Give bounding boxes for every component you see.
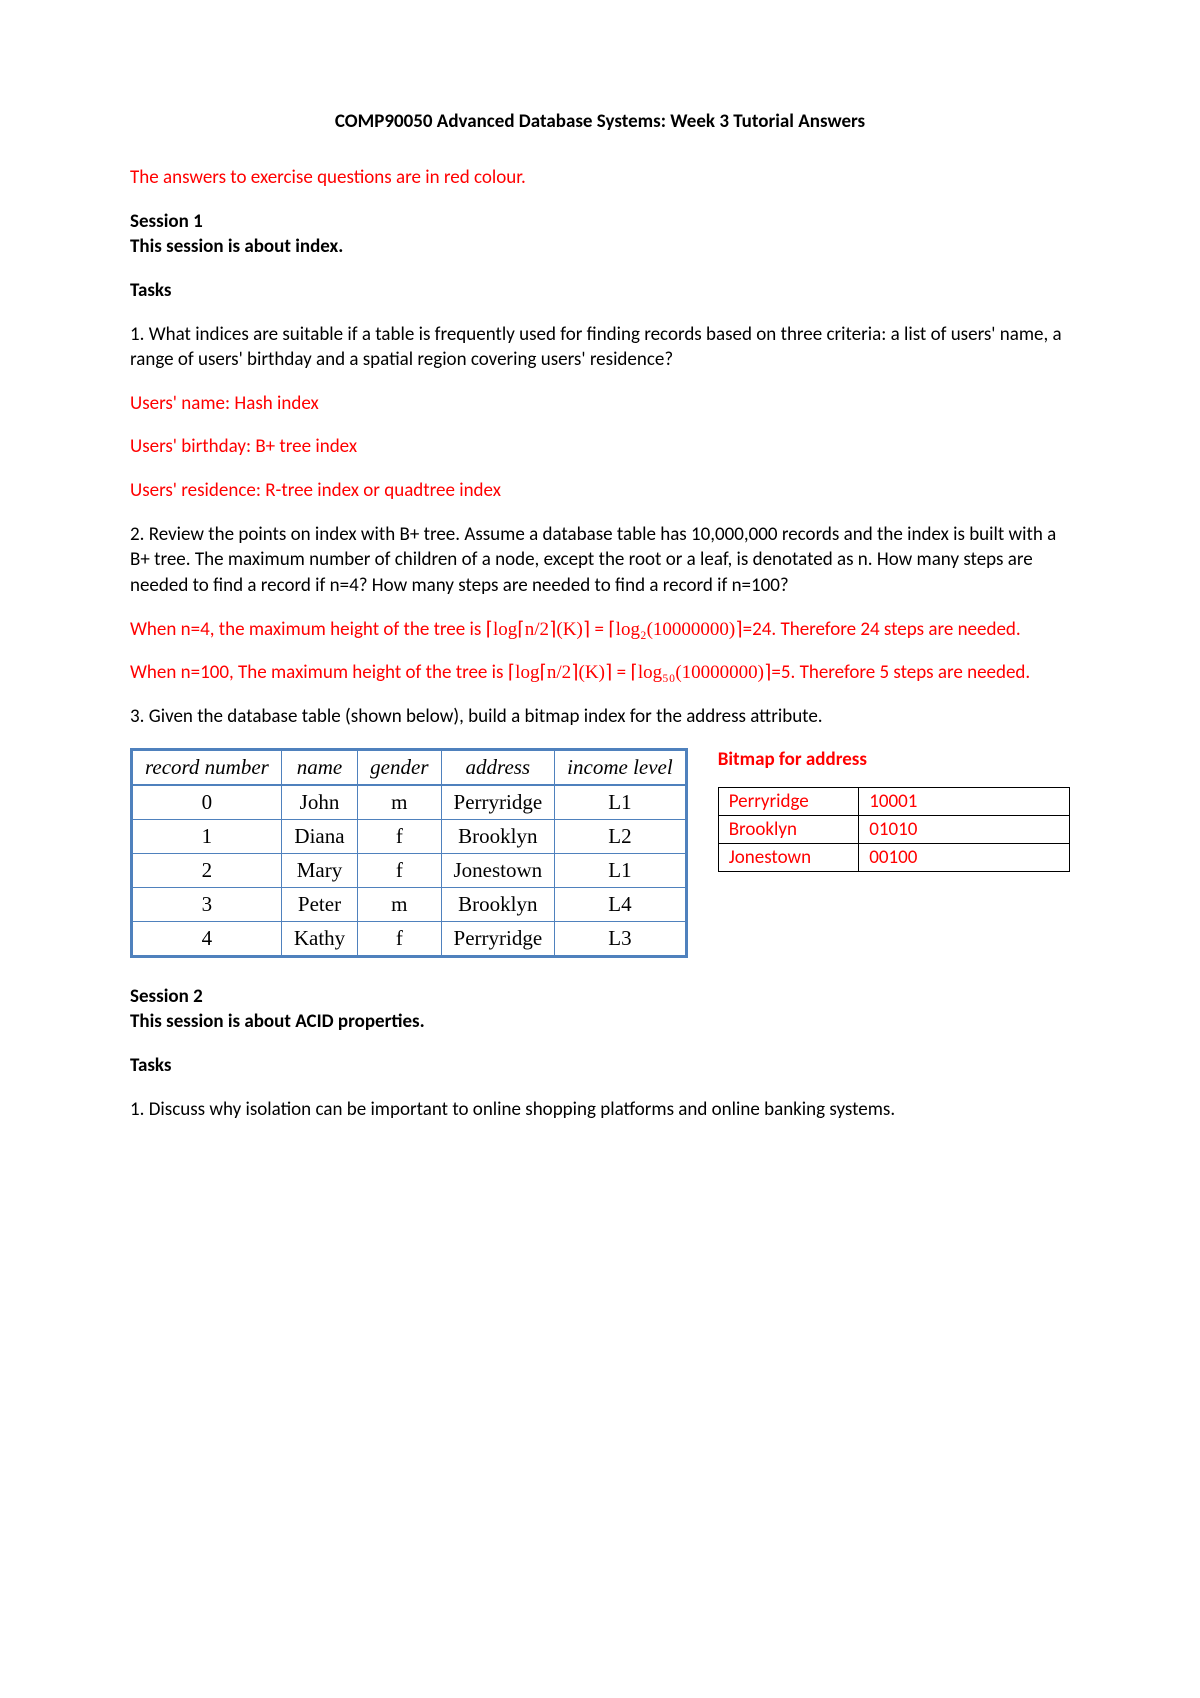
- table-cell: L4: [555, 887, 687, 921]
- bitmap-title: Bitmap for address: [718, 748, 1070, 771]
- answer-2-mid2: =: [612, 661, 630, 684]
- answer-2-post2: =5. Therefore 5 steps are needed.: [771, 661, 1030, 684]
- answer-2-pre1: When n=4, the maximum height of the tree…: [130, 618, 486, 641]
- table-cell: m: [358, 785, 441, 820]
- table-cell: L2: [555, 819, 687, 853]
- db-header-cell: address: [441, 749, 555, 785]
- table-cell: L1: [555, 785, 687, 820]
- tasks-heading-2: Tasks: [130, 1053, 1070, 1079]
- answer-1-line1: Users' name: Hash index: [130, 391, 1070, 417]
- table-cell: Mary: [281, 853, 357, 887]
- table-row: Perryridge10001: [718, 787, 1069, 815]
- session1-subheading: This session is about index.: [130, 234, 1070, 260]
- formula-1b: ⌈log₂(10000000)⌉: [608, 619, 742, 640]
- table-cell: f: [358, 921, 441, 956]
- formula-2b: ⌈log₅₀(10000000)⌉: [630, 662, 771, 683]
- table-cell: Jonestown: [718, 843, 859, 871]
- table-cell: 2: [132, 853, 282, 887]
- table-cell: 3: [132, 887, 282, 921]
- db-header-cell: gender: [358, 749, 441, 785]
- session2-heading: Session 2: [130, 984, 1070, 1010]
- db-header-cell: record number: [132, 749, 282, 785]
- table-cell: John: [281, 785, 357, 820]
- table-row: 4KathyfPerryridgeL3: [132, 921, 687, 956]
- page-title: COMP90050 Advanced Database Systems: Wee…: [130, 110, 1070, 133]
- formula-2a: ⌈log⌈n/2⌉(K)⌉: [508, 662, 613, 683]
- table-cell: Perryridge: [441, 921, 555, 956]
- session2-subheading: This session is about ACID properties.: [130, 1009, 1070, 1035]
- table-cell: m: [358, 887, 441, 921]
- question-3: 3. Given the database table (shown below…: [130, 704, 1070, 730]
- table-cell: Brooklyn: [441, 887, 555, 921]
- db-header-row: record number name gender address income…: [132, 749, 687, 785]
- question-1: 1. What indices are suitable if a table …: [130, 322, 1070, 373]
- db-header-cell: name: [281, 749, 357, 785]
- table-cell: 10001: [859, 787, 1070, 815]
- table-cell: Perryridge: [441, 785, 555, 820]
- bitmap-table: Perryridge10001Brooklyn01010Jonestown001…: [718, 787, 1070, 872]
- table-cell: 00100: [859, 843, 1070, 871]
- table-row: 0JohnmPerryridgeL1: [132, 785, 687, 820]
- table-cell: Diana: [281, 819, 357, 853]
- table-cell: Perryridge: [718, 787, 859, 815]
- table-cell: 01010: [859, 815, 1070, 843]
- table-cell: Brooklyn: [718, 815, 859, 843]
- table-cell: Brooklyn: [441, 819, 555, 853]
- table-cell: f: [358, 819, 441, 853]
- table-row-container: record number name gender address income…: [130, 748, 1070, 958]
- intro-note: The answers to exercise questions are in…: [130, 165, 1070, 191]
- table-cell: 0: [132, 785, 282, 820]
- database-table: record number name gender address income…: [130, 748, 688, 958]
- answer-2-part1: When n=4, the maximum height of the tree…: [130, 617, 1070, 643]
- db-header-cell: income level: [555, 749, 687, 785]
- session2-question-1: 1. Discuss why isolation can be importan…: [130, 1097, 1070, 1123]
- table-cell: Jonestown: [441, 853, 555, 887]
- question-2: 2. Review the points on index with B+ tr…: [130, 522, 1070, 599]
- answer-1-line2: Users' birthday: B+ tree index: [130, 434, 1070, 460]
- table-cell: 1: [132, 819, 282, 853]
- answer-2-part2: When n=100, The maximum height of the tr…: [130, 660, 1070, 686]
- table-row: 2MaryfJonestownL1: [132, 853, 687, 887]
- table-row: Jonestown00100: [718, 843, 1069, 871]
- table-cell: f: [358, 853, 441, 887]
- table-row: Brooklyn01010: [718, 815, 1069, 843]
- tasks-heading-1: Tasks: [130, 278, 1070, 304]
- table-cell: Kathy: [281, 921, 357, 956]
- answer-2-post1: =24. Therefore 24 steps are needed.: [743, 618, 1021, 641]
- session1-heading: Session 1: [130, 209, 1070, 235]
- table-row: 3PetermBrooklynL4: [132, 887, 687, 921]
- answer-2-pre2: When n=100, The maximum height of the tr…: [130, 661, 508, 684]
- formula-1a: ⌈log⌈n/2⌉(K)⌉: [486, 619, 591, 640]
- table-cell: L3: [555, 921, 687, 956]
- table-cell: L1: [555, 853, 687, 887]
- bitmap-column: Bitmap for address Perryridge10001Brookl…: [718, 748, 1070, 872]
- table-cell: Peter: [281, 887, 357, 921]
- answer-2-mid1: =: [590, 618, 608, 641]
- table-cell: 4: [132, 921, 282, 956]
- document-page: COMP90050 Advanced Database Systems: Wee…: [0, 0, 1200, 1200]
- answer-1-line3: Users' residence: R-tree index or quadtr…: [130, 478, 1070, 504]
- table-row: 1DianafBrooklynL2: [132, 819, 687, 853]
